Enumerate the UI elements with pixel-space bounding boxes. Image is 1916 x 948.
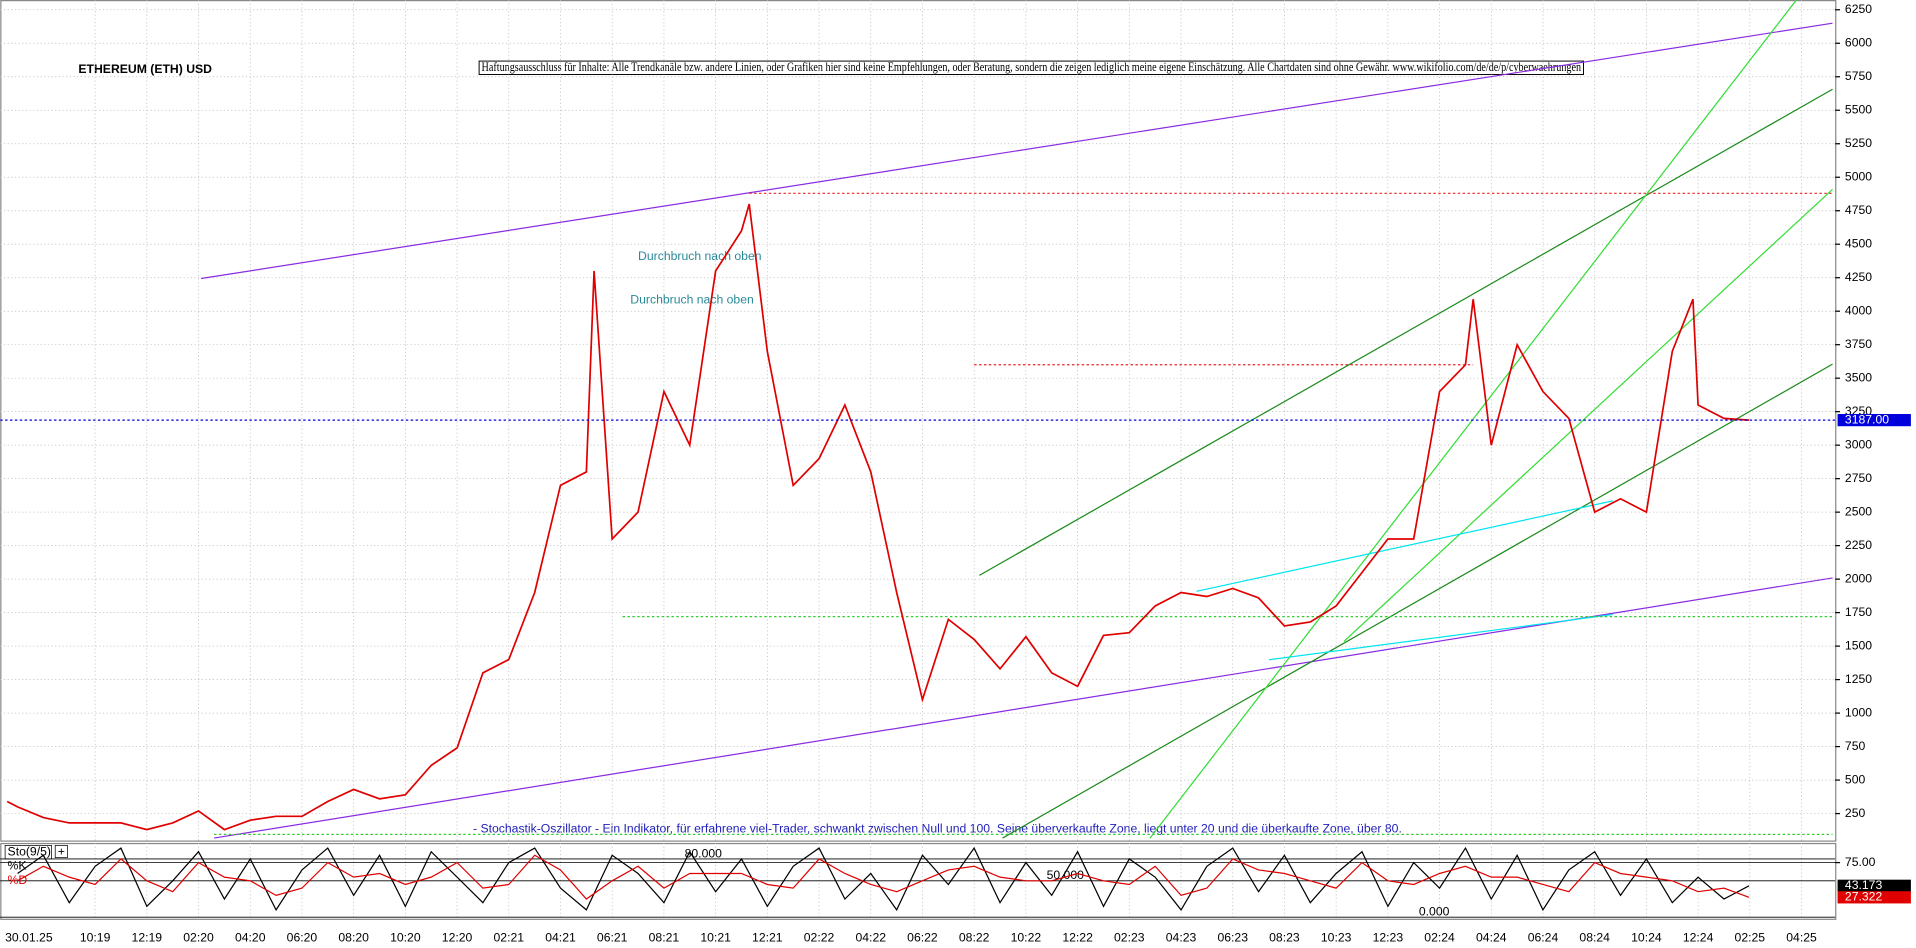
date-label: 30.01.25 (5, 930, 53, 944)
y-tick-label: 5250 (1845, 136, 1872, 150)
last-value-label: 27.322 (1845, 890, 1883, 904)
x-tick-label: 08:23 (1269, 930, 1300, 944)
y-tick-label: 500 (1845, 772, 1866, 786)
last-value-box (1837, 891, 1911, 904)
y-tick-label: 2750 (1845, 471, 1872, 485)
x-tick-label: 12:24 (1683, 930, 1714, 944)
note: - Stochastik-Oszillator - Ein Indikator,… (473, 822, 1402, 836)
trendline (1149, 0, 1797, 839)
x-tick-label: 04:24 (1476, 930, 1507, 944)
series-line (6, 203, 1750, 831)
trendline (979, 88, 1833, 576)
y-tick-label: 2500 (1845, 504, 1872, 518)
y-tick-label: 3000 (1845, 437, 1872, 451)
y-tick-label: 4000 (1845, 303, 1872, 317)
last-price-box (1837, 414, 1911, 427)
x-tick-label: 02:24 (1424, 930, 1455, 944)
stoch-title: Sto(9/5) (8, 844, 51, 858)
x-tick-label: 10:23 (1321, 930, 1352, 944)
last-value-label: 43.173 (1845, 878, 1883, 892)
x-tick-label: 10:21 (700, 930, 731, 944)
y-tick-label: 1500 (1845, 638, 1872, 652)
level-label: 50.000 (1047, 868, 1085, 882)
expand-button[interactable] (54, 845, 68, 858)
level-label: 80.000 (685, 846, 723, 860)
y-tick-label: 1250 (1845, 672, 1872, 686)
trendline (1196, 500, 1613, 592)
expand-icon: + (58, 844, 65, 858)
y-tick-label: 3500 (1845, 370, 1872, 384)
trendline (1002, 363, 1833, 839)
price-panel (0, 0, 1837, 842)
annotation: Durchbruch nach oben (630, 293, 753, 307)
x-tick-label: 10:19 (80, 930, 111, 944)
x-tick-label: 08:21 (649, 930, 680, 944)
y-tick-label: 1000 (1845, 705, 1872, 719)
y-tick-label: 2250 (1845, 538, 1872, 552)
legend-label: %D (8, 873, 28, 887)
level-label: 0.000 (1419, 905, 1450, 919)
x-tick-label: 04:23 (1166, 930, 1197, 944)
y-tick-label: 4750 (1845, 203, 1872, 217)
x-tick-label: 08:20 (338, 930, 369, 944)
x-tick-label: 12:22 (1062, 930, 1093, 944)
x-tick-label: 08:24 (1579, 930, 1610, 944)
x-tick-label: 06:21 (597, 930, 628, 944)
x-tick-label: 12:19 (132, 930, 163, 944)
y-tick-label: 5000 (1845, 169, 1872, 183)
stoch-panel (0, 842, 1837, 920)
y-tick-label: 4500 (1845, 236, 1872, 250)
x-tick-label: 02:20 (183, 930, 214, 944)
chart-title: ETHEREUM (ETH) USD (78, 62, 212, 76)
x-tick-label: 06:24 (1528, 930, 1559, 944)
trendline (1343, 188, 1833, 642)
y-tick-label: 2000 (1845, 571, 1872, 585)
disclaimer-box (478, 60, 1584, 76)
x-tick-label: 10:24 (1631, 930, 1662, 944)
annotation: Durchbruch nach oben (638, 249, 761, 263)
x-tick-label: 08:22 (959, 930, 990, 944)
x-tick-label: 02:25 (1735, 930, 1766, 944)
x-tick-label: 06:20 (287, 930, 318, 944)
trendline (201, 22, 1833, 280)
y-tick-label: 6250 (1845, 2, 1872, 16)
y-tick-label: 4250 (1845, 270, 1872, 284)
legend-label: %K (8, 858, 27, 872)
x-tick-label: 10:20 (390, 930, 421, 944)
x-tick-label: 10:22 (1011, 930, 1042, 944)
trendline (1268, 613, 1613, 661)
y-tick-label: 6000 (1845, 35, 1872, 49)
y-tick-label: 5750 (1845, 69, 1872, 83)
x-tick-label: 12:21 (752, 930, 783, 944)
x-tick-label: 12:20 (442, 930, 473, 944)
x-tick-label: 04:21 (545, 930, 576, 944)
disclaimer: Haftungsausschluss für Inhalte: Alle Tre… (482, 60, 1581, 74)
x-tick-label: 04:25 (1786, 930, 1817, 944)
x-tick-label: 06:22 (907, 930, 938, 944)
x-tick-label: 12:23 (1373, 930, 1404, 944)
y-tick-label: 75.00 (1845, 855, 1876, 869)
y-tick-label: 750 (1845, 739, 1866, 753)
y-tick-label: 1750 (1845, 605, 1872, 619)
last-price-label: 3187.00 (1845, 412, 1889, 426)
x-tick-label: 02:22 (804, 930, 835, 944)
x-tick-label: 04:22 (855, 930, 886, 944)
x-tick-label: 06:23 (1217, 930, 1248, 944)
x-tick-label: 02:21 (494, 930, 525, 944)
x-tick-label: 02:23 (1114, 930, 1145, 944)
x-tick-label: 04:20 (235, 930, 266, 944)
y-tick-label: 3750 (1845, 337, 1872, 351)
y-tick-label: 250 (1845, 806, 1866, 820)
series-line (17, 854, 1750, 900)
series-line (17, 846, 1750, 912)
last-value-box (1837, 879, 1911, 892)
y-tick-label: 5500 (1845, 102, 1872, 116)
